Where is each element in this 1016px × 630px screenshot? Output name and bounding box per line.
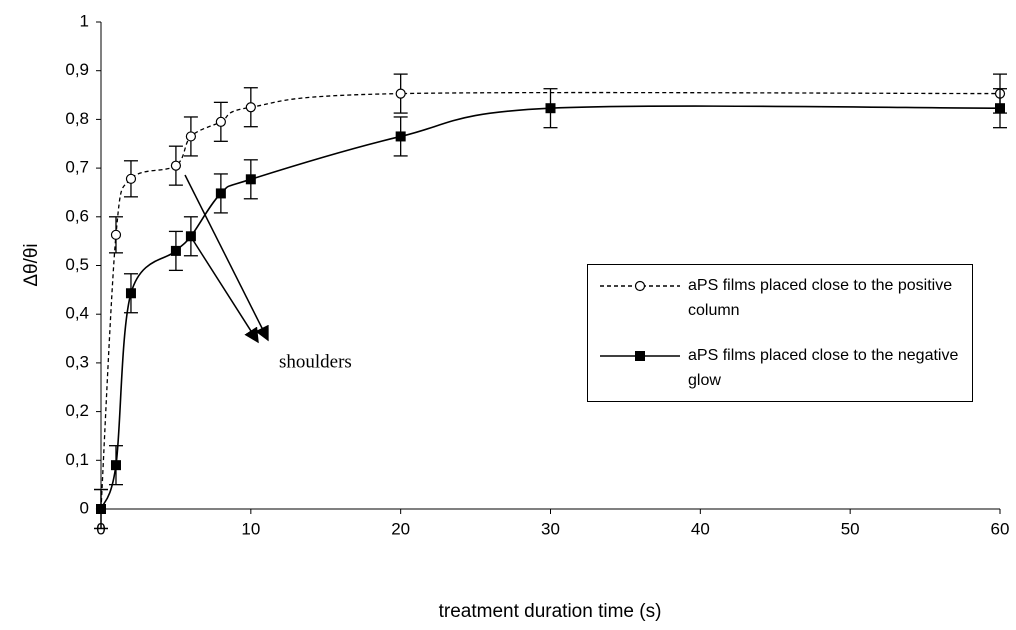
marker	[185, 131, 196, 142]
y-tick-label: 0,8	[65, 109, 89, 128]
marker	[215, 188, 226, 199]
x-tick-label: 30	[541, 519, 560, 538]
marker	[170, 245, 181, 256]
y-tick-label: 0,7	[65, 158, 89, 177]
legend-label: aPS films placed close to the negative g…	[688, 347, 959, 389]
y-tick-label: 1	[80, 11, 89, 30]
marker	[170, 160, 182, 171]
marker	[634, 280, 646, 292]
x-tick-label: 40	[691, 519, 710, 538]
y-tick-label: 0,2	[65, 401, 89, 420]
marker	[245, 174, 256, 185]
y-tick-label: 0,1	[65, 450, 89, 469]
y-tick-label: 0,4	[65, 304, 89, 323]
marker	[110, 229, 122, 240]
marker	[215, 116, 226, 127]
legend: aPS films placed close to the positive c…	[587, 264, 973, 402]
y-axis-label: Δθ/θi	[21, 243, 42, 286]
marker	[245, 102, 256, 113]
marker	[110, 460, 121, 471]
series-line	[100, 105, 1001, 510]
legend-swatch	[600, 280, 680, 292]
marker	[125, 173, 137, 184]
annotation: shoulders	[279, 351, 352, 372]
marker	[635, 351, 645, 361]
y-tick-label: 0,9	[65, 60, 89, 79]
marker	[995, 103, 1005, 114]
marker	[125, 288, 136, 299]
marker	[96, 504, 106, 514]
y-tick-label: 0,3	[65, 352, 89, 371]
annotation-arrow	[190, 236, 259, 344]
legend-label: aPS films placed close to the positive c…	[688, 277, 953, 319]
x-axis-label: treatment duration time (s)	[439, 601, 662, 622]
y-tick-label: 0,5	[65, 255, 89, 274]
y-tick-label: 0	[80, 498, 89, 517]
annotation-arrow	[184, 174, 269, 342]
marker	[185, 231, 196, 242]
x-tick-label: 10	[241, 519, 260, 538]
legend-swatch	[600, 351, 680, 361]
marker	[545, 103, 556, 114]
marker	[395, 88, 406, 99]
x-tick-label: 60	[991, 519, 1010, 538]
x-tick-label: 20	[391, 519, 410, 538]
y-tick-label: 0,6	[65, 206, 89, 225]
marker	[395, 131, 406, 142]
x-tick-label: 50	[841, 519, 860, 538]
